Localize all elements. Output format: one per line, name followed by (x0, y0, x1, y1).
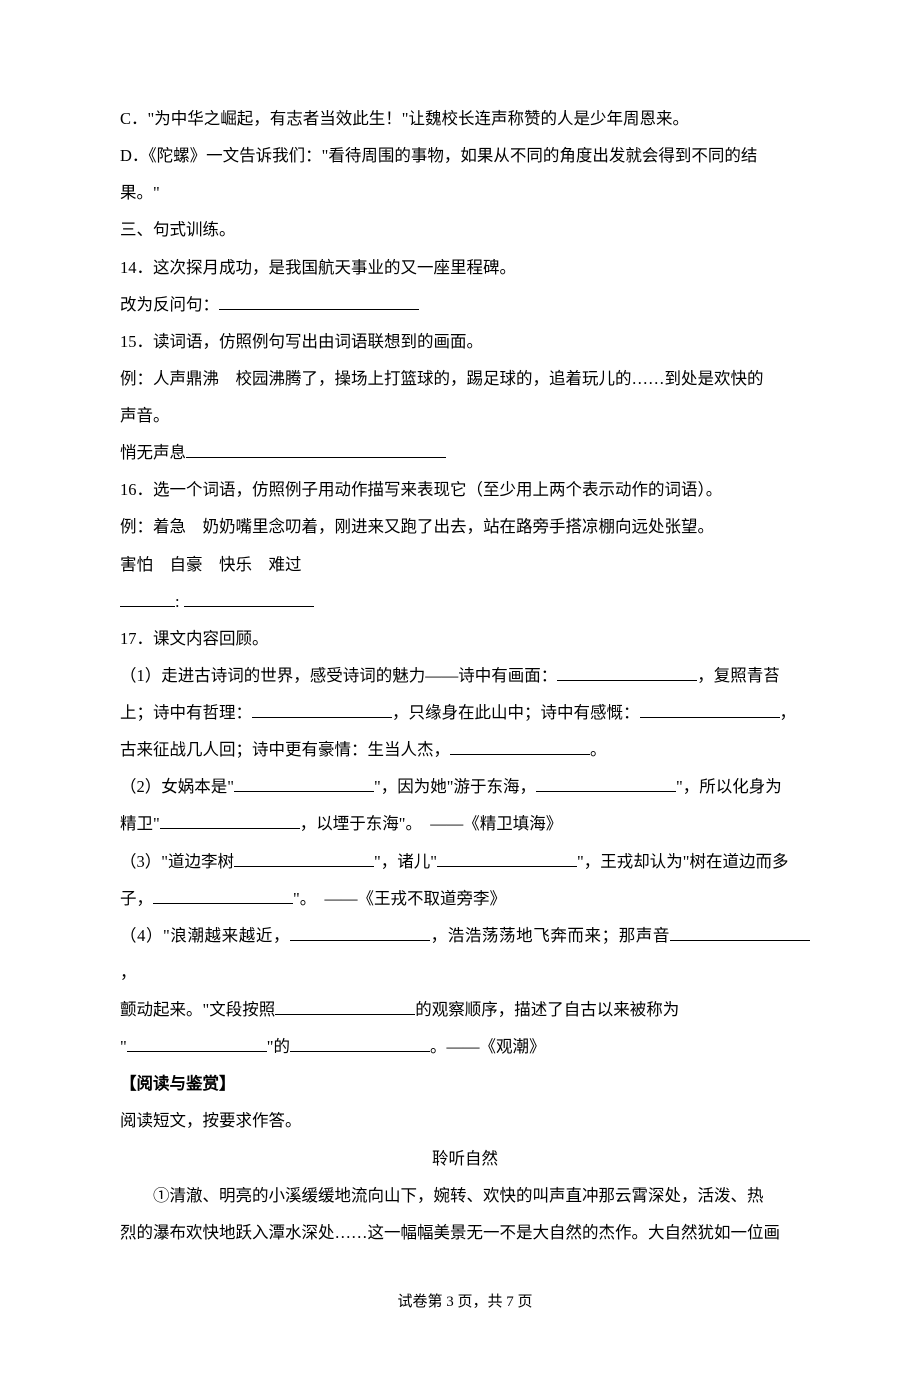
q17-2e: ，以堙于东海"。 ——《精卫填海》 (300, 814, 563, 833)
q17-4-line2: 颤动起来。"文段按照 的观察顺序，描述了自古以来被称为 (120, 991, 810, 1028)
q17: 17．课文内容回顾。 (120, 620, 810, 657)
q17-3e: "。 ——《王戎不取道旁李》 (293, 889, 506, 908)
q16-words: 害怕 自豪 快乐 难过 (120, 546, 810, 583)
q15: 15．读词语，仿照例句写出由词语联想到的画面。 (120, 323, 810, 360)
q17-4c: ， (120, 963, 137, 982)
q17-4-blank4[interactable] (127, 1035, 267, 1053)
q15-example-b: 声音。 (120, 397, 810, 434)
q17-3-blank2[interactable] (437, 849, 577, 867)
q17-4-blank5[interactable] (290, 1035, 430, 1053)
q14-sub: 改为反问句： (120, 286, 810, 323)
option-d-line2: 果。" (120, 174, 810, 211)
q16: 16．选一个词语，仿照例子用动作描写来表现它（至少用上两个表示动作的词语）。 (120, 471, 810, 508)
q17-2d: 精卫" (120, 814, 160, 833)
reading-title: 聆听自然 (120, 1140, 810, 1177)
q15-answer: 悄无声息 (120, 434, 810, 471)
q17-2-blank1[interactable] (234, 775, 374, 793)
q17-4-blank2[interactable] (670, 923, 810, 941)
q17-4b: ，浩浩荡荡地飞奔而来；那声音 (430, 926, 670, 945)
q15-answer-label: 悄无声息 (120, 443, 186, 462)
q14-sub-label: 改为反问句： (120, 295, 219, 314)
q17-1-line3: 古来征战几人回；诗中更有豪情：生当人杰， 。 (120, 731, 810, 768)
q17-1c: 上；诗中有哲理： (120, 703, 252, 722)
reading-p1b: 烈的瀑布欢快地跃入潭水深处……这一幅幅美景无一不是大自然的杰作。大自然犹如一位画 (120, 1214, 810, 1251)
q17-1-blank1[interactable] (557, 663, 697, 681)
q17-2-line1: （2）女娲本是" "，因为她"游于东海， "，所以化身为 (120, 768, 810, 805)
q16-answer: : (120, 583, 810, 620)
q17-4e: 的观察顺序，描述了自古以来被称为 (415, 1000, 679, 1019)
option-c: C．"为中华之崛起，有志者当效此生！"让魏校长连声称赞的人是少年周恩来。 (120, 100, 810, 137)
q17-3a: （3）"道边李树 (120, 852, 234, 871)
reading-section-head: 【阅读与鉴赏】 (120, 1065, 810, 1102)
q17-1e: ， (780, 703, 797, 722)
q16-colon: : (175, 592, 180, 611)
q17-2-line2: 精卫" ，以堙于东海"。 ——《精卫填海》 (120, 805, 810, 842)
q17-4-line3: " "的 。——《观潮》 (120, 1028, 810, 1065)
q17-2c: "，所以化身为 (676, 777, 782, 796)
q17-1-blank4[interactable] (450, 738, 590, 756)
q15-example-a: 例：人声鼎沸 校园沸腾了，操场上打篮球的，踢足球的，追着玩儿的……到处是欢快的 (120, 360, 810, 397)
q17-4d: 颤动起来。"文段按照 (120, 1000, 275, 1019)
q17-1-blank2[interactable] (252, 701, 392, 719)
q17-2-blank3[interactable] (160, 812, 300, 830)
q14: 14．这次探月成功，是我国航天事业的又一座里程碑。 (120, 249, 810, 286)
q15-blank[interactable] (186, 441, 446, 459)
q17-1b: ，复照青苔 (697, 666, 780, 685)
option-d-line1: D．《陀螺》一文告诉我们："看待周围的事物，如果从不同的角度出发就会得到不同的结 (120, 137, 810, 174)
q17-1-line2: 上；诗中有哲理： ，只缘身在此山中；诗中有感慨： ， (120, 694, 810, 731)
q17-3b: "，诸儿" (374, 852, 437, 871)
q17-4-blank3[interactable] (275, 998, 415, 1016)
q17-1-line1: （1）走进古诗词的世界，感受诗词的魅力——诗中有画面： ，复照青苔 (120, 657, 810, 694)
q17-4a: （4）"浪潮越来越近， (120, 926, 290, 945)
q17-4f: " (120, 1037, 127, 1056)
section-3-heading: 三、句式训练。 (120, 211, 810, 248)
q16-blank1[interactable] (120, 589, 175, 607)
q17-1f: 古来征战几人回；诗中更有豪情：生当人杰， (120, 740, 450, 759)
q17-3-line1: （3）"道边李树 "，诸儿" "，王戎却认为"树在道边而多 (120, 843, 810, 880)
q17-1d: ，只缘身在此山中；诗中有感慨： (392, 703, 640, 722)
q17-4g: "的 (267, 1037, 290, 1056)
q17-3d: 子， (120, 889, 153, 908)
q17-3-line2: 子， "。 ——《王戎不取道旁李》 (120, 880, 810, 917)
q17-2a: （2）女娲本是" (120, 777, 234, 796)
q17-4-blank1[interactable] (290, 923, 430, 941)
reading-instruction: 阅读短文，按要求作答。 (120, 1102, 810, 1139)
q17-1g: 。 (590, 740, 607, 759)
reading-p1a: ①清澈、明亮的小溪缓缓地流向山下，婉转、欢快的叫声直冲那云霄深处，活泼、热 (120, 1177, 810, 1214)
q17-4h: 。——《观潮》 (430, 1037, 546, 1056)
page-footer: 试卷第 3 页，共 7 页 (120, 1291, 810, 1314)
q17-3-blank1[interactable] (234, 849, 374, 867)
q17-3c: "，王戎却认为"树在道边而多 (577, 852, 788, 871)
q17-2-blank2[interactable] (536, 775, 676, 793)
q17-1-blank3[interactable] (640, 701, 780, 719)
q17-3-blank3[interactable] (153, 886, 293, 904)
q16-example: 例：着急 奶奶嘴里念叨着，刚进来又跑了出去，站在路旁手搭凉棚向远处张望。 (120, 508, 810, 545)
q16-blank2[interactable] (184, 589, 314, 607)
q17-2b: "，因为她"游于东海， (374, 777, 536, 796)
q14-blank[interactable] (219, 292, 419, 310)
q17-4-line1: （4）"浪潮越来越近， ，浩浩荡荡地飞奔而来；那声音 ， (120, 917, 810, 991)
q17-1a: （1）走进古诗词的世界，感受诗词的魅力——诗中有画面： (120, 666, 557, 685)
